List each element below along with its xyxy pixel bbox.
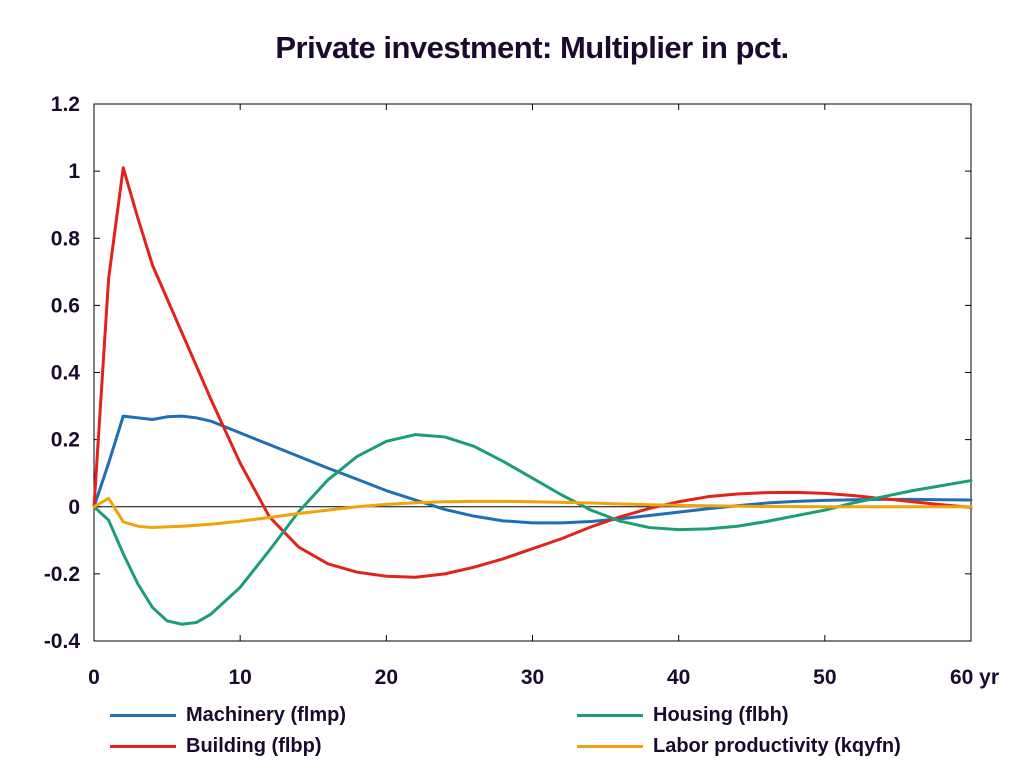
- y-tick-label: 1.2: [51, 93, 80, 116]
- legend: Machinery (flmp) Building (flbp) Housing…: [110, 700, 1010, 770]
- y-tick-label: 1: [68, 160, 80, 183]
- legend-label-machinery: Machinery (flmp): [186, 703, 347, 726]
- legend-label-building: Building (flbp): [186, 734, 322, 757]
- y-tick-label: 0: [68, 496, 80, 519]
- x-tick-label: 50: [813, 666, 836, 689]
- series-line-machinery: [92, 414, 973, 525]
- y-tick-label: 0.6: [51, 294, 80, 317]
- series-line-building: [92, 166, 973, 579]
- series-lines: [92, 166, 973, 626]
- legend-item-labor-productivity: Labor productivity (kqyfn): [577, 731, 901, 761]
- chart-title: Private investment: Multiplier in pct.: [275, 30, 789, 65]
- x-tick-label: 40: [667, 666, 690, 689]
- y-tick-label: 0.2: [51, 429, 80, 452]
- legend-swatch-housing: [577, 713, 643, 717]
- legend-item-housing: Housing (flbh): [577, 700, 789, 730]
- legend-swatch-building: [110, 744, 176, 748]
- legend-item-machinery: Machinery (flmp): [110, 700, 346, 730]
- x-tick-label: 0: [88, 666, 100, 689]
- x-tick-label: 30: [521, 666, 544, 689]
- y-tick-label: 0.4: [51, 362, 81, 385]
- tick-labels: -0.4 -0.2 0 0.2 0.4 0.6 0.8 1 1.2 0 10 20 30 40 50 60 y…: [44, 93, 999, 689]
- x-tick-label: 60 yr: [950, 666, 999, 689]
- x-tick-label: 20: [375, 666, 398, 689]
- legend-swatch-labor-productivity: [577, 744, 643, 748]
- y-tick-label: -0.4: [44, 630, 81, 653]
- x-tick-label: 10: [228, 666, 251, 689]
- plot-area: [93, 103, 972, 642]
- series-line-labor: [92, 496, 973, 530]
- axis-ticks: [93, 103, 972, 642]
- y-tick-label: -0.2: [44, 563, 80, 586]
- series-line-housing: [92, 433, 973, 626]
- legend-label-labor-productivity: Labor productivity (kqyfn): [653, 734, 901, 757]
- legend-item-building: Building (flbp): [110, 731, 322, 761]
- legend-label-housing: Housing (flbh): [653, 703, 789, 726]
- legend-swatch-machinery: [110, 713, 176, 717]
- y-tick-label: 0.8: [51, 227, 81, 250]
